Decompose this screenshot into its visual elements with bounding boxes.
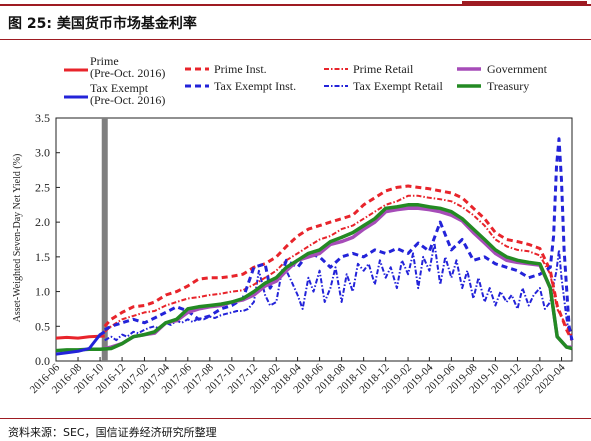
series-lines <box>55 137 574 356</box>
series-line-prime-retail <box>104 194 573 338</box>
figure-title: 图 25: 美国货币市场基金利率 <box>8 16 197 32</box>
series-line-government <box>104 206 572 351</box>
legend-label-prime-retail: Prime Retail <box>353 62 414 76</box>
series-line-prime-pre-oct-2016 <box>55 334 105 340</box>
chart-legend: Prime(Pre-Oct. 2016) Prime Inst. Prime Ret… <box>64 54 548 107</box>
y-tick-label: 2.0 <box>35 215 50 229</box>
y-tick-label: 3.0 <box>35 146 50 160</box>
legend-label-tax-exempt-inst: Tax Exempt Inst. <box>214 79 296 93</box>
y-tick-label: 1.5 <box>35 250 50 264</box>
series-line-tax-exempt-pre-oct-2016 <box>55 330 106 356</box>
legend-label-treasury: Treasury <box>487 79 529 93</box>
y-axis-title: Asset-Weighted Seven-Day Net Yield (%) <box>12 154 23 323</box>
x-axis: 2016-062016-082016-102016-122017-022017-… <box>28 357 568 396</box>
y-axis: 0.0 0.5 1.0 1.5 2.0 2.5 3.0 3.5 <box>35 111 60 368</box>
legend-label-tax-exempt-pre-oct-2016: (Pre-Oct. 2016) <box>90 93 165 107</box>
footer-rule <box>0 418 591 419</box>
plot-frame <box>55 117 573 362</box>
y-tick-label: 1.0 <box>35 285 50 299</box>
y-tick-label: 3.5 <box>35 111 50 125</box>
y-tick-label: 2.5 <box>35 180 50 194</box>
legend-label-tax-exempt-pre-oct-2016: Tax Exempt <box>90 81 149 95</box>
series-line-tax-exempt-retail <box>104 242 573 342</box>
source-note: 资料来源：SEC，国信证券经济研究所整理 <box>8 426 217 439</box>
legend-label-prime-pre-oct-2016: Prime <box>90 54 119 68</box>
line-chart: Prime(Pre-Oct. 2016) Prime Inst. Prime Ret… <box>12 54 574 396</box>
y-tick-label: 0.5 <box>35 319 50 333</box>
reform-divider <box>101 118 108 361</box>
header-rule <box>0 4 591 6</box>
legend-label-government: Government <box>487 62 548 76</box>
series-line-treasury <box>55 203 573 353</box>
legend-label-tax-exempt-retail: Tax Exempt Retail <box>353 79 443 93</box>
y-tick-label: 0.0 <box>35 354 50 368</box>
header-accent-bar <box>462 1 587 5</box>
legend-label-prime-inst: Prime Inst. <box>214 62 267 76</box>
legend-label-prime-pre-oct-2016: (Pre-Oct. 2016) <box>90 66 165 80</box>
series-line-prime-inst <box>103 184 574 341</box>
title-rule <box>0 39 591 40</box>
